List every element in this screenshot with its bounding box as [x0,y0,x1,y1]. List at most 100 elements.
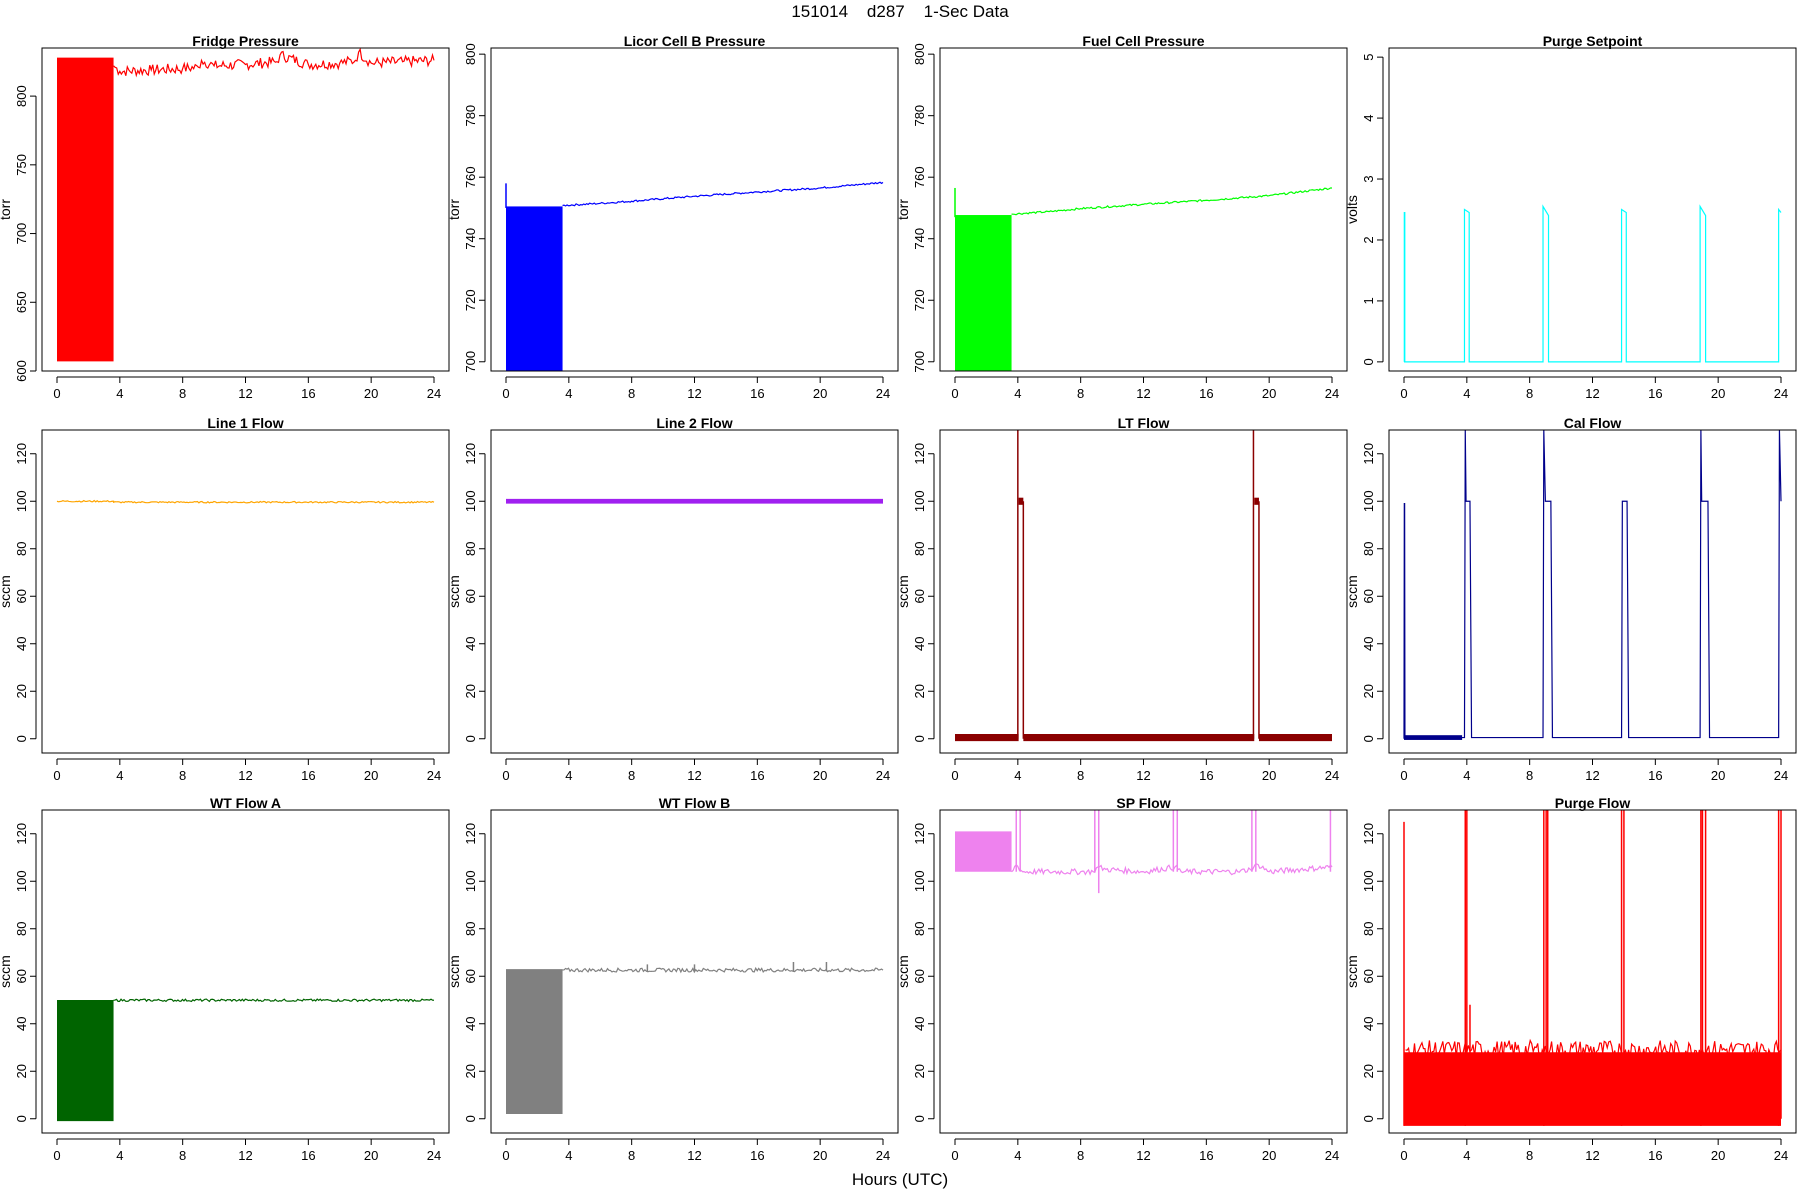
panel-title: WT Flow A [210,795,281,811]
y-tick-label: 40 [14,637,29,651]
y-tick-label: 0 [463,1115,478,1122]
y-tick-label: 60 [463,969,478,983]
x-tick-label: 0 [502,386,509,401]
y-tick-label: 650 [14,291,29,313]
x-tick-label: 24 [1774,768,1788,783]
y-tick-label: 120 [14,823,29,845]
y-tick-label: 0 [1361,735,1376,742]
figure-x-axis-label: Hours (UTC) [851,1170,949,1189]
x-tick-label: 12 [1585,768,1599,783]
x-tick-label: 4 [1463,768,1470,783]
y-tick-label: 1 [1361,297,1376,304]
y-tick-label: 100 [463,870,478,892]
plot-frame [490,809,899,1134]
x-tick-label: 8 [628,1148,635,1163]
x-tick-label: 4 [1014,1148,1021,1163]
x-tick-label: 0 [53,386,60,401]
x-tick-label: 20 [1262,386,1276,401]
x-tick-label: 24 [876,1148,890,1163]
plot-frame [41,429,450,754]
data-layer [955,810,1333,894]
y-tick-label: 100 [912,490,927,512]
x-tick-label: 24 [427,386,441,401]
x-tick-label: 8 [1077,386,1084,401]
y-axis-label: torr [895,199,911,220]
x-tick-label: 4 [565,1148,572,1163]
y-tick-label: 100 [14,870,29,892]
x-tick-label: 8 [1077,1148,1084,1163]
x-tick-label: 12 [1136,386,1150,401]
panel-title: Purge Setpoint [1543,33,1643,49]
y-tick-label: 2 [1361,236,1376,243]
panel-wt-flow-a: WT Flow A 0 4 8 12 16 20 24 0 20 40 60 80 100 120 sccm [0,795,450,1163]
data-series-line [1011,863,1333,876]
data-series-line [1403,204,1782,363]
plot-frame [490,47,899,372]
data-layer [1403,430,1782,740]
y-tick-label: 80 [1361,922,1376,936]
y-tick-label: 40 [912,1017,927,1031]
y-axis-label: sccm [1344,575,1360,608]
y-tick-label: 750 [14,154,29,176]
data-band [1254,497,1259,505]
x-tick-label: 24 [1325,386,1339,401]
data-layer [506,962,884,1114]
data-band [1018,497,1024,505]
y-tick-label: 120 [1361,443,1376,465]
y-axis-label: sccm [0,575,13,608]
panel-purge-flow: Purge Flow 0 4 8 12 16 20 24 0 20 40 60 80 100 120 sccm [1344,795,1797,1163]
y-tick-label: 60 [912,589,927,603]
plot-frame [939,47,1348,372]
x-tick-label: 8 [1526,768,1533,783]
y-tick-label: 0 [1361,1115,1376,1122]
y-axis-label: sccm [1344,955,1360,988]
data-series-line [562,181,884,207]
y-axis-label: sccm [0,955,13,988]
y-tick-label: 40 [912,637,927,651]
x-tick-label: 16 [301,1148,315,1163]
x-tick-label: 24 [876,768,890,783]
y-tick-label: 40 [463,1017,478,1031]
x-tick-label: 24 [1774,386,1788,401]
x-tick-label: 8 [1526,1148,1533,1163]
x-tick-label: 8 [1526,386,1533,401]
y-axis-label: sccm [895,955,911,988]
y-tick-label: 60 [14,589,29,603]
data-band [955,734,1019,742]
x-tick-label: 24 [876,386,890,401]
data-band [1404,1052,1781,1126]
data-band [506,206,563,371]
data-series-line [1011,187,1333,216]
y-axis-label: torr [0,199,13,220]
y-tick-label: 100 [14,490,29,512]
plot-frame [41,809,450,1134]
x-tick-label: 16 [301,386,315,401]
data-layer [954,187,1333,371]
y-tick-label: 700 [463,351,478,373]
x-tick-label: 16 [750,768,764,783]
x-tick-label: 16 [1648,1148,1662,1163]
x-tick-label: 0 [1400,386,1407,401]
x-tick-label: 12 [1136,1148,1150,1163]
plot-frame [939,429,1348,754]
x-tick-label: 8 [628,386,635,401]
y-tick-label: 60 [463,589,478,603]
x-tick-label: 20 [813,386,827,401]
data-layer [1403,204,1782,363]
y-tick-label: 40 [1361,637,1376,651]
data-layer [1403,810,1782,1126]
x-tick-label: 8 [628,768,635,783]
x-tick-label: 0 [951,1148,958,1163]
y-tick-label: 700 [14,223,29,245]
x-tick-label: 20 [364,768,378,783]
y-tick-label: 700 [912,351,927,373]
y-tick-label: 120 [1361,823,1376,845]
y-tick-label: 120 [14,443,29,465]
x-tick-label: 12 [238,768,252,783]
data-layer [505,181,884,371]
panel-line-2-flow: Line 2 Flow 0 4 8 12 16 20 24 0 20 40 60 80 100 120 scc… [446,415,899,783]
data-layer [57,998,435,1122]
plot-frame [1388,809,1797,1134]
y-tick-label: 60 [14,969,29,983]
